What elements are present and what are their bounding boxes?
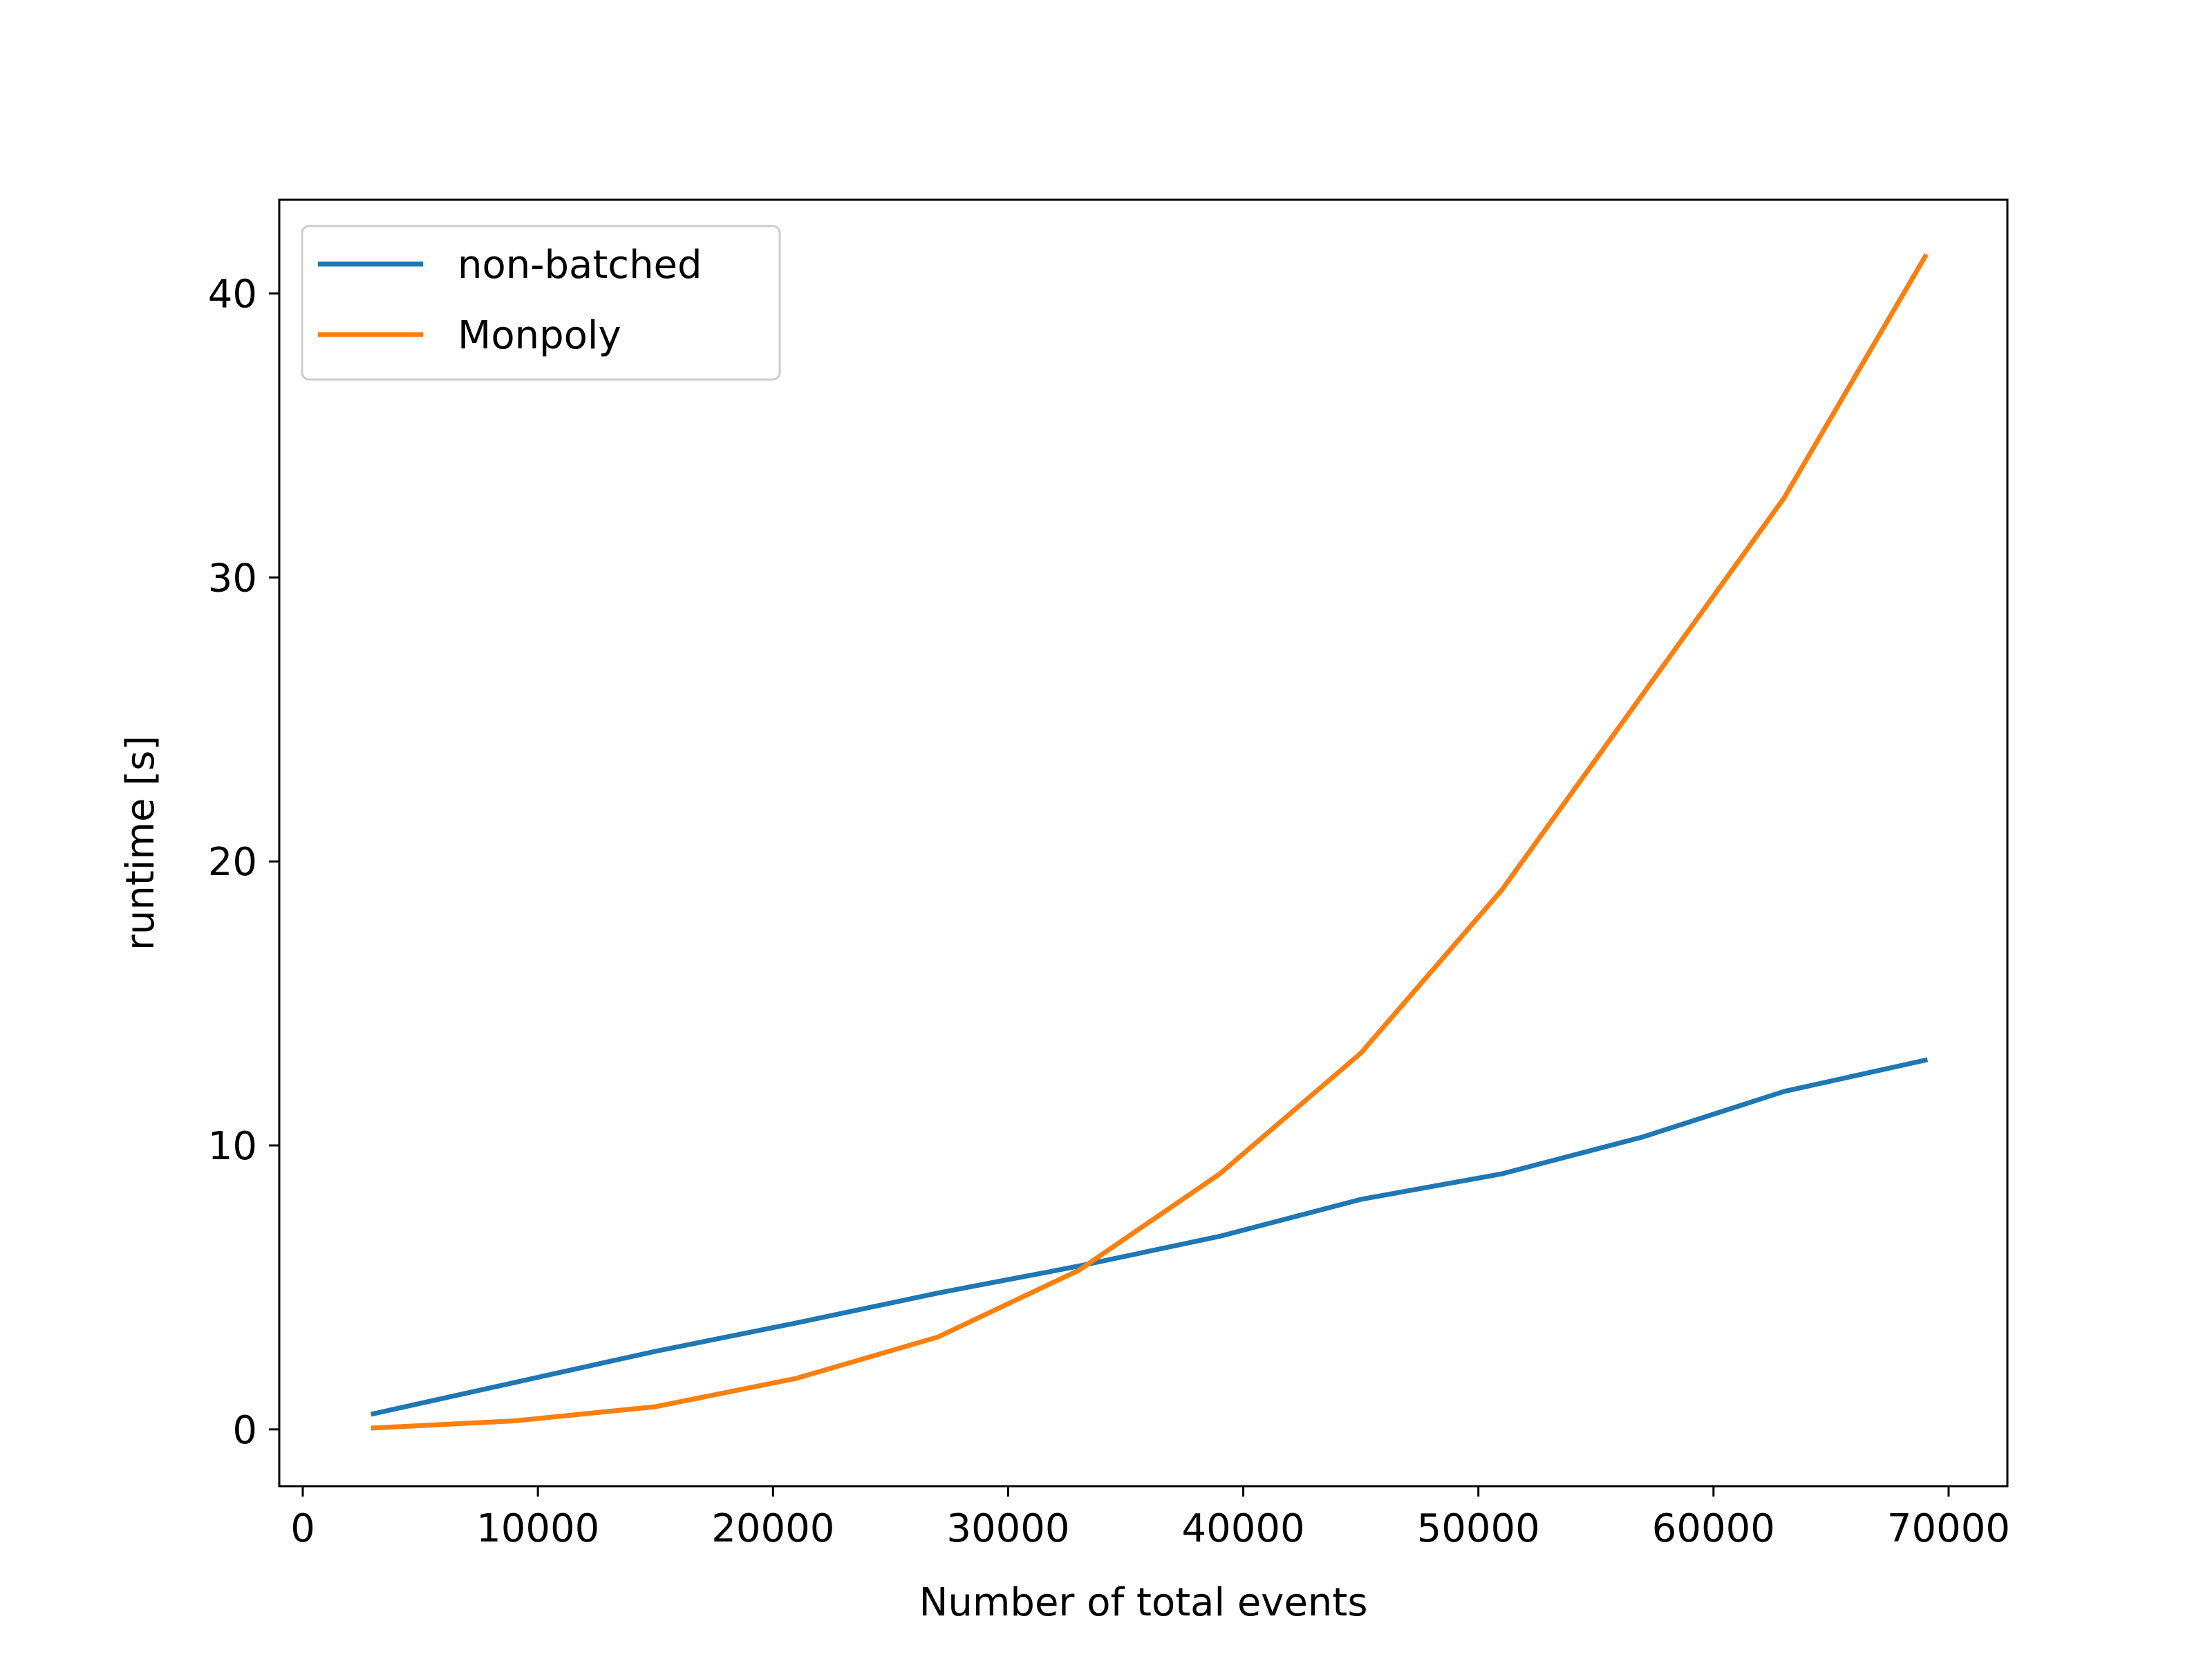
legend-label-non-batched: non-batched — [458, 243, 702, 288]
x-axis: 0 10000 20000 30000 40000 50000 60000 70000 — [290, 1486, 2010, 1551]
x-tick-label: 10000 — [476, 1506, 599, 1551]
y-tick-label: 20 — [208, 840, 257, 885]
y-tick-label: 10 — [208, 1124, 257, 1169]
y-tick-label: 30 — [208, 556, 257, 601]
y-tick-label: 0 — [232, 1408, 257, 1453]
x-axis-title: Number of total events — [919, 1580, 1367, 1625]
x-tick-label: 40000 — [1181, 1506, 1304, 1551]
x-tick-label: 20000 — [711, 1506, 834, 1551]
x-tick-label: 50000 — [1417, 1506, 1540, 1551]
y-axis: 0 10 20 30 40 — [208, 272, 279, 1453]
y-tick-label: 40 — [208, 272, 257, 317]
x-tick-label: 30000 — [946, 1506, 1069, 1551]
plot-frame — [278, 198, 2009, 1488]
legend: non-batched Monpoly — [301, 225, 781, 381]
legend-label-monpoly: Monpoly — [458, 313, 621, 358]
series-line-monpoly — [371, 253, 1929, 1431]
y-axis-title: runtime [s] — [118, 735, 163, 950]
x-tick-label: 60000 — [1652, 1506, 1775, 1551]
series-line-non-batched — [370, 1057, 1929, 1417]
x-tick-label: 0 — [290, 1506, 315, 1551]
x-tick-label: 70000 — [1887, 1506, 2010, 1551]
series-layer — [370, 253, 1929, 1431]
